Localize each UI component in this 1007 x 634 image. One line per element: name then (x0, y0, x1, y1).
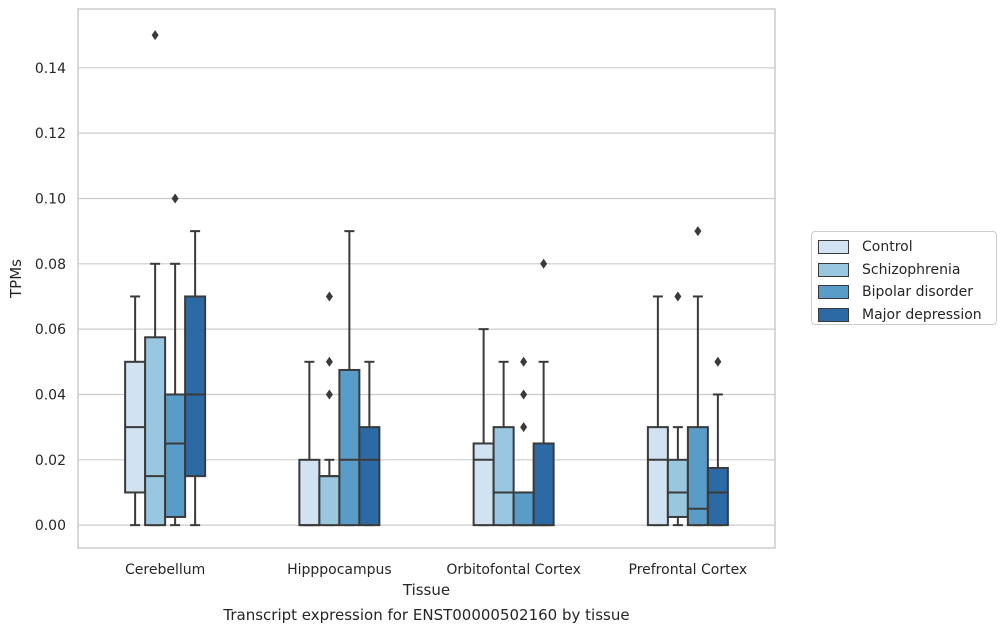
legend-swatch-major-depression (818, 307, 849, 322)
y-axis-label: TPMs (7, 259, 25, 299)
outlier-point (151, 30, 159, 41)
legend-swatch-schizophrenia (818, 262, 849, 277)
box-iqr (492, 426, 515, 527)
outlier-point (520, 356, 528, 367)
outlier-point (520, 422, 528, 433)
outlier-point (540, 258, 548, 269)
box-bipolar-disorder (164, 193, 187, 527)
y-tick-label: 0.08 (35, 257, 66, 273)
legend: Control Schizophrenia Bipolar disorder M… (811, 231, 997, 325)
box-iqr (184, 295, 207, 478)
chart-caption: Transcript expression for ENST0000050216… (223, 606, 630, 624)
box-iqr (358, 426, 381, 527)
box-major-depression (358, 360, 381, 527)
y-axis-ticks: 0.00 0.02 0.04 0.06 0.08 0.10 0.12 0.14 (35, 61, 66, 534)
x-tick-label: Hipppocampus (287, 562, 392, 578)
box-schizophrenia (144, 30, 167, 527)
box-iqr (298, 458, 321, 527)
outlier-point (325, 356, 333, 367)
box-control (472, 328, 495, 527)
box-bipolar-disorder (512, 356, 535, 527)
box-bipolar-disorder (686, 226, 709, 527)
box-control (124, 295, 147, 527)
box-iqr (512, 491, 535, 527)
outlier-point (171, 193, 179, 204)
y-tick-label: 0.00 (35, 518, 66, 534)
y-tick-label: 0.10 (35, 191, 66, 207)
x-axis-ticks: Cerebellum Hipppocampus Orbitofontal Corte… (125, 562, 747, 578)
x-tick-label: Cerebellum (125, 562, 205, 578)
legend-label-schizophrenia: Schizophrenia (862, 261, 961, 278)
box-control (646, 295, 669, 527)
outlier-point (325, 389, 333, 400)
legend-label-major-depression: Major depression (862, 306, 982, 323)
box-major-depression (706, 356, 729, 527)
box-iqr (532, 442, 555, 527)
outlier-point (694, 226, 702, 237)
legend-item-major-depression: Major depression (818, 304, 996, 327)
box-iqr (472, 442, 495, 527)
box-iqr (318, 475, 341, 527)
y-tick-label: 0.12 (35, 126, 66, 142)
boxes (124, 30, 729, 527)
outlier-point (325, 291, 333, 302)
legend-item-bipolar-disorder: Bipolar disorder (818, 281, 996, 304)
legend-item-schizophrenia: Schizophrenia (818, 259, 996, 282)
box-schizophrenia (318, 291, 341, 527)
box-iqr (164, 393, 187, 518)
box-iqr (666, 458, 689, 518)
box-schizophrenia (492, 360, 515, 527)
y-tick-label: 0.02 (35, 453, 66, 469)
box-iqr (686, 426, 709, 527)
box-iqr (338, 368, 361, 527)
x-tick-label: Orbitofontal Cortex (446, 562, 581, 578)
y-tick-label: 0.04 (35, 387, 66, 403)
x-tick-label: Prefrontal Cortex (629, 562, 748, 578)
box-iqr (646, 426, 669, 527)
outlier-point (520, 389, 528, 400)
legend-label-control: Control (862, 239, 913, 256)
box-iqr (706, 466, 729, 527)
y-tick-label: 0.14 (35, 61, 66, 77)
outlier-point (714, 356, 722, 367)
box-schizophrenia (666, 291, 689, 527)
y-tick-label: 0.06 (35, 322, 66, 338)
plot-frame (77, 8, 776, 549)
legend-item-control: Control (818, 236, 996, 259)
box-major-depression (532, 258, 555, 527)
box-iqr (144, 336, 167, 527)
box-bipolar-disorder (338, 230, 361, 527)
legend-swatch-control (818, 240, 849, 255)
legend-label-bipolar-disorder: Bipolar disorder (862, 284, 974, 301)
x-axis-label: Tissue (402, 581, 450, 599)
legend-swatch-bipolar-disorder (818, 285, 849, 300)
box-control (298, 360, 321, 527)
outlier-point (674, 291, 682, 302)
box-major-depression (184, 230, 207, 527)
